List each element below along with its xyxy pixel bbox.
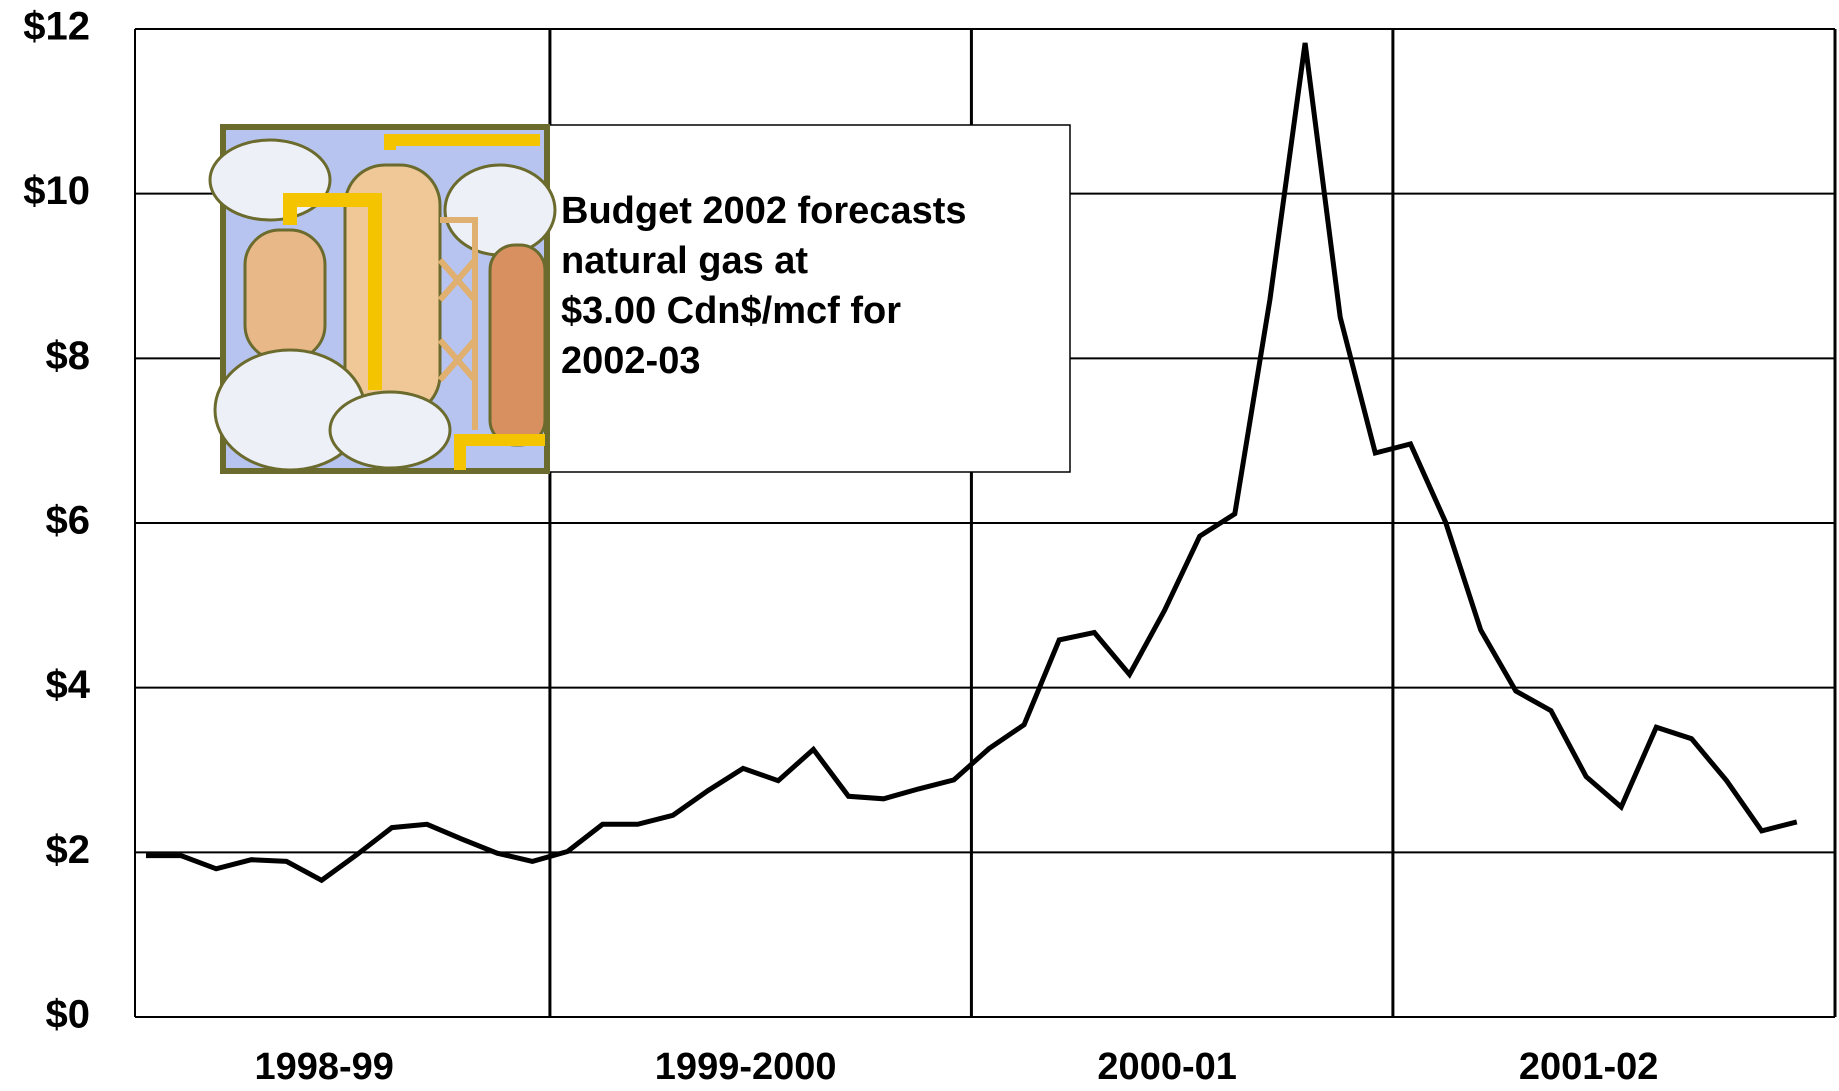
y-tick-label: $10	[23, 169, 90, 213]
x-group-label: 2000-01	[1097, 1046, 1236, 1088]
x-group-label: 1998-99	[254, 1046, 393, 1088]
annotation-line: natural gas at	[561, 240, 808, 282]
y-tick-label: $4	[46, 663, 91, 707]
price-line	[146, 42, 1798, 884]
annotation-box: Budget 2002 forecasts natural gas at $3.00…	[208, 124, 1071, 474]
y-tick-label: $8	[46, 334, 91, 378]
y-tick-label: $12	[23, 5, 90, 49]
y-tick-label: $0	[46, 993, 91, 1037]
x-group-label: 1999-2000	[655, 1046, 837, 1088]
gas-plant-icon	[208, 124, 557, 474]
annotation-line: Budget 2002 forecasts	[561, 190, 967, 232]
annotation-line: $3.00 Cdn$/mcf for	[561, 290, 901, 332]
y-tick-label: $2	[46, 828, 91, 872]
plot-area: $0 $2 $4 $6 $8 $10 $12 1998-99 1999-2000 2000-01 2…	[23, 5, 1837, 1088]
y-tick-label: $6	[46, 499, 91, 543]
annotation-line: 2002-03	[561, 340, 700, 382]
x-group-label: 2001-02	[1519, 1046, 1658, 1088]
